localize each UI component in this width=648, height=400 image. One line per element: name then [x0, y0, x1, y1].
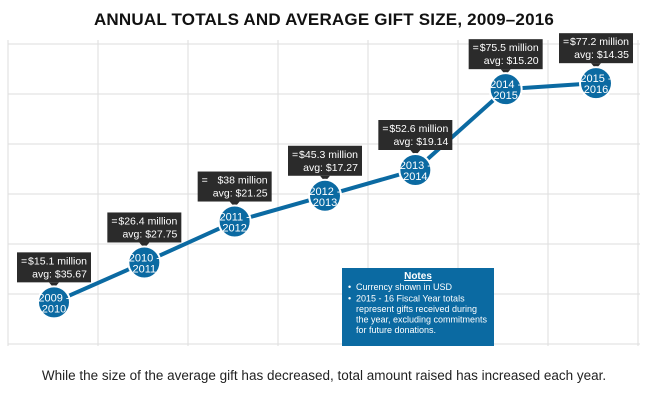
notes-line: Currency shown in USD	[356, 282, 453, 292]
data-point: 2011 -2012	[217, 204, 252, 239]
data-point: 2013 -2014	[398, 153, 433, 187]
data-point-label-bottom: 2014	[403, 171, 427, 183]
callout-total: $15.1 million	[28, 255, 87, 267]
notes-box: Notes • Currency shown in USD • 2015 - 16 Fi…	[342, 268, 494, 346]
callout-total: $52.6 million	[389, 123, 448, 135]
data-point-label-top: 2012 -	[309, 186, 341, 198]
callout-average: avg: $27.75	[122, 228, 177, 240]
notes-bullet: •	[348, 294, 351, 304]
data-point-label-bottom: 2012	[222, 223, 246, 235]
callout-average: avg: $21.25	[213, 188, 268, 200]
callout-background	[197, 171, 272, 202]
notes-title: Notes	[404, 271, 432, 282]
callout-pointer	[500, 69, 511, 76]
data-point-circle	[308, 178, 342, 213]
callout-background	[17, 252, 91, 283]
data-point: 2009 -2010	[37, 285, 71, 320]
data-point-label-bottom: 2010	[42, 303, 66, 315]
notes-line: the year, excluding commitments	[356, 315, 488, 325]
chart-title: ANNUAL TOTALS AND AVERAGE GIFT SIZE, 200…	[93, 10, 555, 29]
notes-line: 2015 - 16 Fiscal Year totals	[356, 294, 465, 304]
callout-marker: =	[563, 36, 569, 48]
data-point-label-top: 2014 -	[490, 79, 522, 91]
data-point-label-top: 2009 -	[38, 292, 70, 304]
data-point-label-bottom: 2016	[584, 84, 608, 96]
data-point-circle	[398, 153, 433, 187]
callout-marker: =	[382, 123, 388, 135]
callout-background	[559, 33, 633, 64]
callout-background	[288, 145, 362, 176]
notes-background	[342, 268, 494, 346]
callout-total: $26.4 million	[118, 215, 177, 227]
data-point-label-bottom: 2011	[133, 263, 157, 275]
data-point-label-top: 2015 -	[580, 73, 612, 85]
data-point-circle	[488, 72, 523, 107]
callout-total: $38 million	[217, 175, 267, 187]
data-point: 2015 -2016	[579, 66, 613, 101]
notes-line: represent gifts received during	[356, 304, 477, 314]
data-point: 2010 -2011	[127, 245, 162, 280]
data-point-label-top: 2011 -	[219, 212, 250, 224]
data-point: 2014 -2015	[488, 72, 523, 107]
data-point-circle	[127, 245, 162, 280]
callout-marker: =	[21, 255, 27, 267]
callout-total: $75.5 million	[480, 42, 539, 54]
data-point-circle	[217, 204, 252, 239]
callout-total: $77.2 million	[570, 36, 629, 48]
callout-marker: =	[292, 149, 298, 161]
callout-average: avg: $35.67	[32, 268, 87, 280]
data-point-circle	[579, 66, 613, 101]
callout-background	[107, 212, 182, 243]
data-point: 2012 -2013	[308, 178, 342, 213]
data-point-label-top: 2010 -	[129, 252, 161, 264]
data-point-label-bottom: 2013	[313, 197, 337, 209]
data-point-circle	[37, 285, 71, 320]
data-point-label-bottom: 2015	[493, 90, 517, 102]
callout-average: avg: $15.20	[484, 55, 539, 67]
callout-background	[378, 120, 453, 150]
callout-marker: =	[111, 215, 117, 227]
callout-average: avg: $14.35	[574, 49, 629, 61]
chart-caption: While the size of the average gift has d…	[41, 368, 607, 383]
notes-bullet: •	[348, 282, 351, 292]
callout-average: avg: $17.27	[303, 162, 358, 174]
data-point-label-top: 2013 -	[400, 160, 432, 172]
callout-marker: =	[202, 175, 208, 187]
chart-grid	[7, 40, 640, 346]
callout-average: avg: $19.14	[393, 136, 448, 148]
notes-line: for future donations.	[356, 325, 436, 335]
callout-marker: =	[473, 42, 479, 54]
callout-background	[468, 39, 543, 70]
callout-total: $45.3 million	[299, 149, 358, 161]
